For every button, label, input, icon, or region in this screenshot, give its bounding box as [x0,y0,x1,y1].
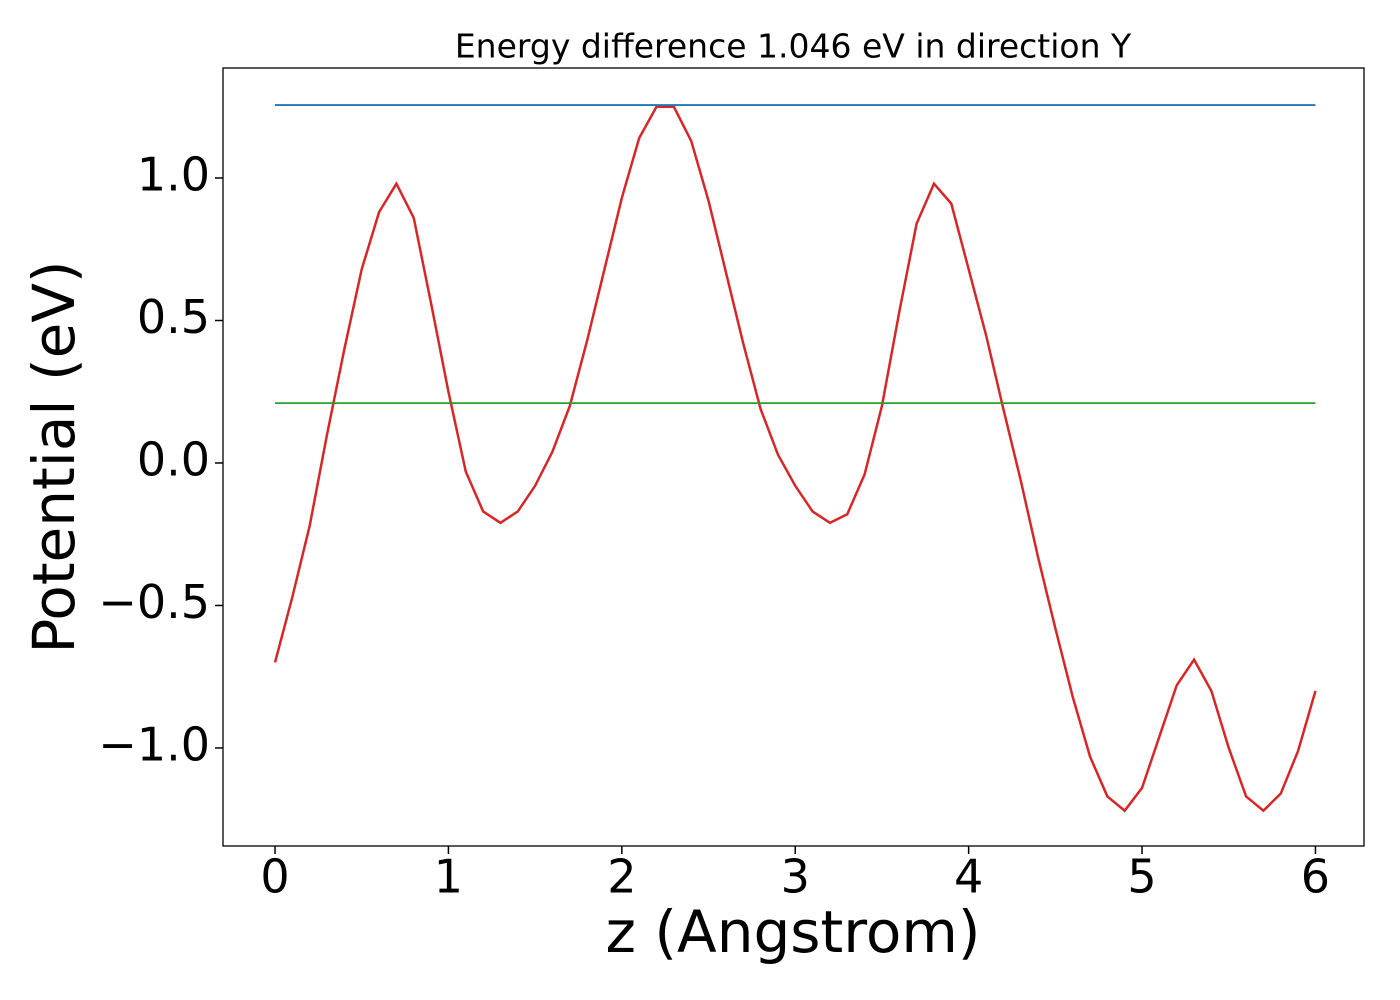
x-axis-label: z (Angstrom) [606,898,981,966]
x-tick-label: 1 [434,850,463,904]
x-tick-label: 6 [1301,850,1330,904]
x-tick-label: 2 [607,850,636,904]
x-tick-label: 3 [781,850,810,904]
x-tick-label: 5 [1127,850,1156,904]
plot-frame [222,67,1365,847]
y-tick-label: −1.0 [98,717,210,771]
line-series [273,105,1317,813]
y-tick-label: 0.5 [137,290,210,344]
y-tick-label: −0.5 [98,575,210,629]
y-tick-label: 0.0 [137,432,210,486]
chart-title: Energy difference 1.046 eV in direction … [455,27,1132,66]
y-tick-label: 1.0 [137,148,210,202]
x-tick-label: 0 [260,850,289,904]
x-tick-label: 4 [954,850,983,904]
y-axis-label: Potential (eV) [20,260,88,653]
